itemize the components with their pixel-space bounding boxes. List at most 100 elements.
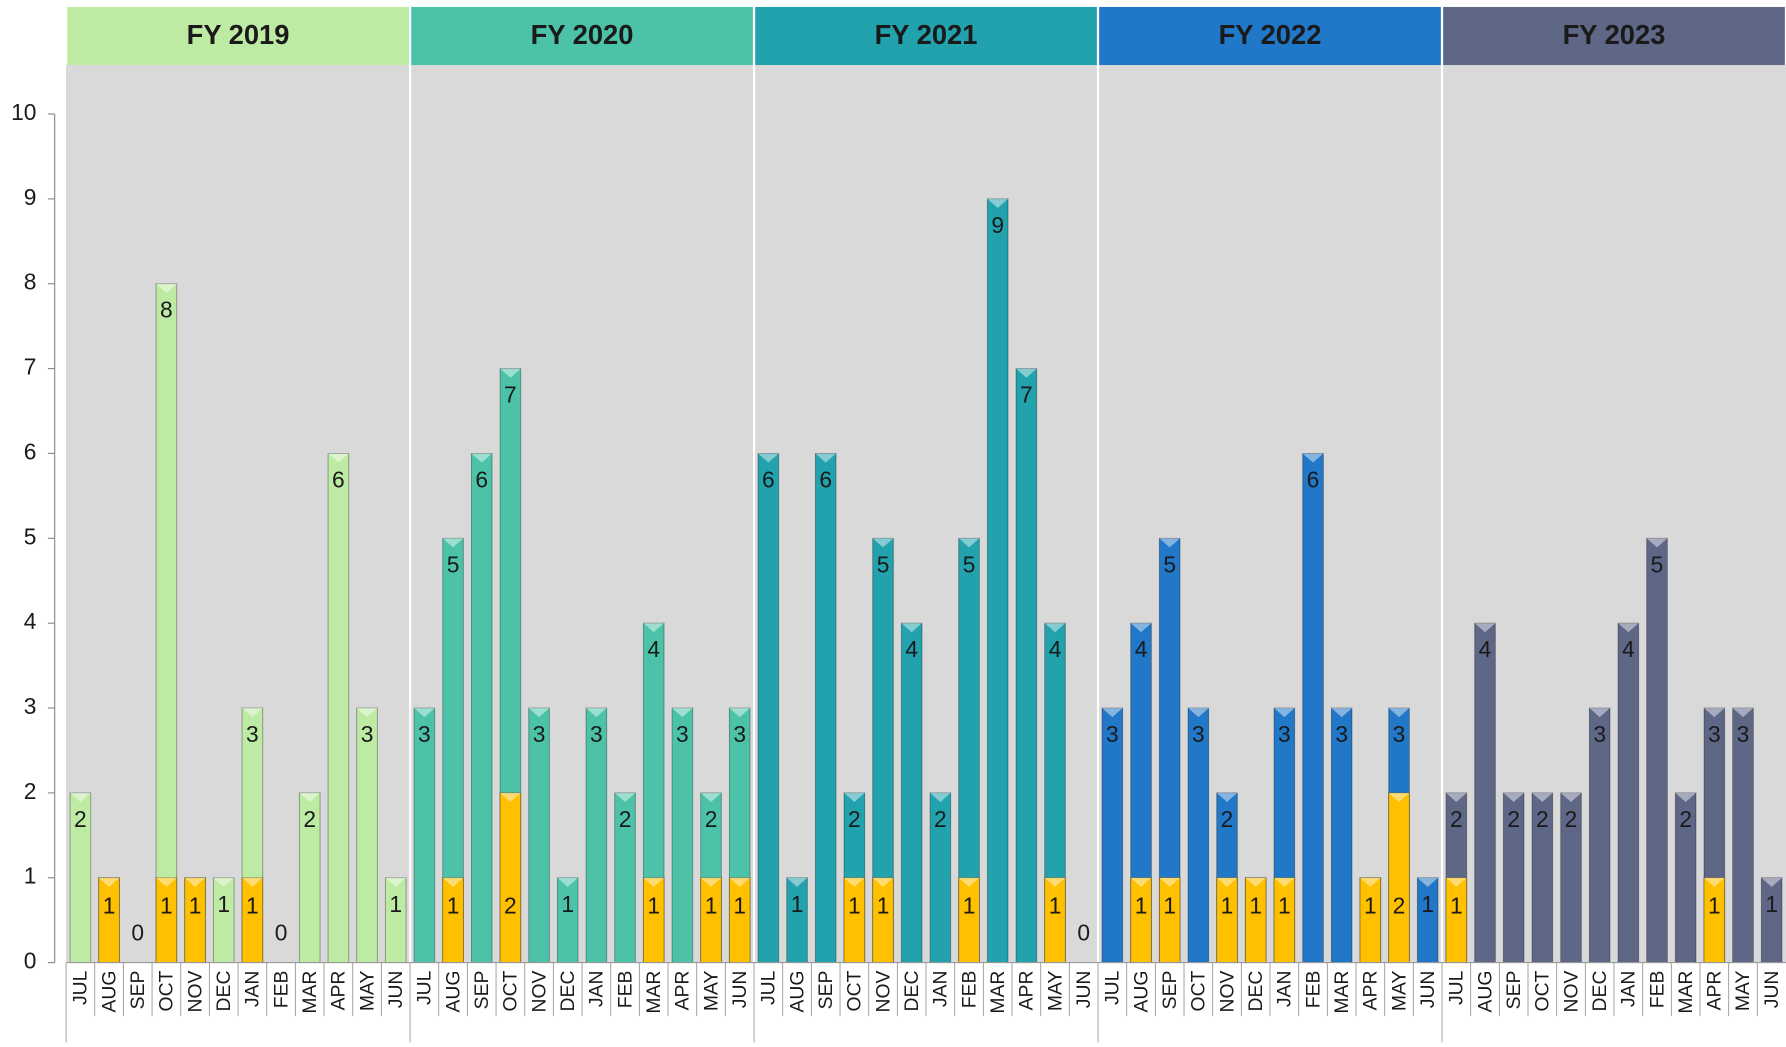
data-label: 1 — [103, 892, 116, 918]
bar-group — [757, 452, 780, 964]
bar-group — [1015, 368, 1038, 964]
x-tick-label: OCT — [500, 970, 522, 1011]
data-label: 3 — [1278, 721, 1291, 747]
x-tick-label: NOV — [872, 970, 894, 1012]
x-tick-label: MAY — [1732, 970, 1754, 1011]
data-label: 1 — [1450, 892, 1463, 918]
data-label: 3 — [676, 721, 689, 747]
bar-bevel — [1102, 708, 1123, 718]
bar-bevel — [1274, 708, 1295, 718]
x-tick-label: MAR — [1331, 971, 1353, 1014]
sub-bar-bevel — [1446, 877, 1467, 887]
bar-bevel — [70, 792, 91, 802]
x-tick-label: JAN — [242, 971, 264, 1008]
sub-bar-bevel — [1130, 877, 1152, 887]
data-label: 7 — [504, 382, 517, 408]
sub-bar-bevel — [1360, 877, 1381, 887]
x-tick-label: MAR — [643, 971, 665, 1014]
x-tick-label: FEB — [1646, 971, 1668, 1009]
data-label: 3 — [1335, 721, 1348, 747]
data-label: 2 — [303, 806, 316, 832]
x-tick-label: JUL — [1446, 970, 1468, 1005]
x-tick-label: JUN — [1073, 971, 1095, 1009]
bar-bevel — [930, 792, 951, 802]
bar-group — [986, 198, 1009, 964]
group-label: FY 2020 — [531, 19, 634, 50]
sub-bar — [872, 877, 894, 964]
data-label: 1 — [1135, 892, 1148, 918]
data-label: 8 — [160, 297, 173, 323]
x-tick-label: SEP — [815, 971, 837, 1010]
sub-bar — [1244, 877, 1267, 964]
data-label: 5 — [963, 551, 976, 577]
bar — [1617, 622, 1640, 964]
sub-bar-bevel — [1044, 877, 1066, 887]
group-label: FY 2019 — [187, 19, 290, 50]
sub-bar-group — [1703, 877, 1726, 964]
bar-bevel — [987, 198, 1009, 208]
bar-bevel — [299, 792, 321, 802]
sub-bar-group — [843, 877, 866, 964]
data-label: 1 — [1278, 892, 1291, 918]
x-tick-label: JUL — [414, 970, 436, 1005]
y-tick-label: 7 — [24, 354, 37, 380]
sub-bar-group — [1273, 877, 1296, 964]
bar-group — [1158, 537, 1181, 964]
group-header — [1099, 6, 1441, 66]
x-tick-label: NOV — [1216, 970, 1238, 1012]
bar-bevel — [213, 877, 235, 887]
data-label: 2 — [619, 806, 632, 832]
data-label: 3 — [1708, 721, 1721, 747]
data-label: 3 — [733, 721, 746, 747]
data-label: 1 — [705, 892, 718, 918]
bar — [327, 452, 350, 964]
x-tick-label: JUN — [385, 971, 407, 1009]
data-label: 2 — [74, 806, 87, 832]
x-tick-label: FEB — [614, 971, 636, 1009]
data-label: 1 — [217, 891, 230, 917]
bar-group — [69, 792, 92, 964]
bar-bevel — [1216, 792, 1238, 802]
data-label: 4 — [1622, 636, 1635, 662]
data-label: 5 — [447, 551, 460, 577]
bar — [1302, 452, 1324, 964]
data-label: 1 — [963, 892, 976, 918]
x-tick-label: APR — [1704, 971, 1726, 1011]
group-header — [755, 6, 1097, 66]
bar — [814, 452, 837, 964]
bar-bevel — [1331, 708, 1353, 718]
bar-group — [470, 452, 493, 964]
sub-bar-group — [1244, 877, 1267, 964]
bar-bevel — [872, 538, 894, 548]
bar-bevel — [958, 538, 980, 548]
sub-bar-bevel — [156, 877, 177, 887]
data-label: 2 — [848, 806, 861, 832]
x-tick-label: SEP — [471, 971, 493, 1010]
sub-bar-group — [1216, 877, 1238, 964]
data-label: 4 — [905, 636, 918, 662]
x-tick-label: APR — [1360, 971, 1382, 1011]
data-label: 2 — [504, 892, 517, 918]
sub-bar — [642, 877, 665, 964]
bar-bevel — [1130, 623, 1152, 633]
x-tick-label: APR — [1016, 971, 1038, 1011]
bar-bevel — [1188, 708, 1209, 718]
x-tick-label: JUL — [758, 970, 780, 1005]
x-tick-label: MAY — [1044, 970, 1066, 1011]
bar-bevel — [1016, 368, 1037, 378]
bar-group — [1760, 877, 1783, 964]
x-tick-label: JAN — [1618, 971, 1640, 1008]
x-tick-label: FEB — [270, 971, 292, 1009]
bar-group — [1646, 537, 1668, 964]
x-tick-label: AUG — [1130, 971, 1152, 1013]
bar-group — [1588, 707, 1611, 964]
x-tick-label: MAR — [299, 971, 321, 1014]
data-label: 1 — [160, 892, 173, 918]
bar-bevel — [700, 792, 722, 802]
y-tick-label: 10 — [11, 99, 36, 125]
bar-group — [212, 877, 235, 964]
bar — [900, 622, 923, 964]
y-tick-label: 2 — [24, 778, 37, 804]
